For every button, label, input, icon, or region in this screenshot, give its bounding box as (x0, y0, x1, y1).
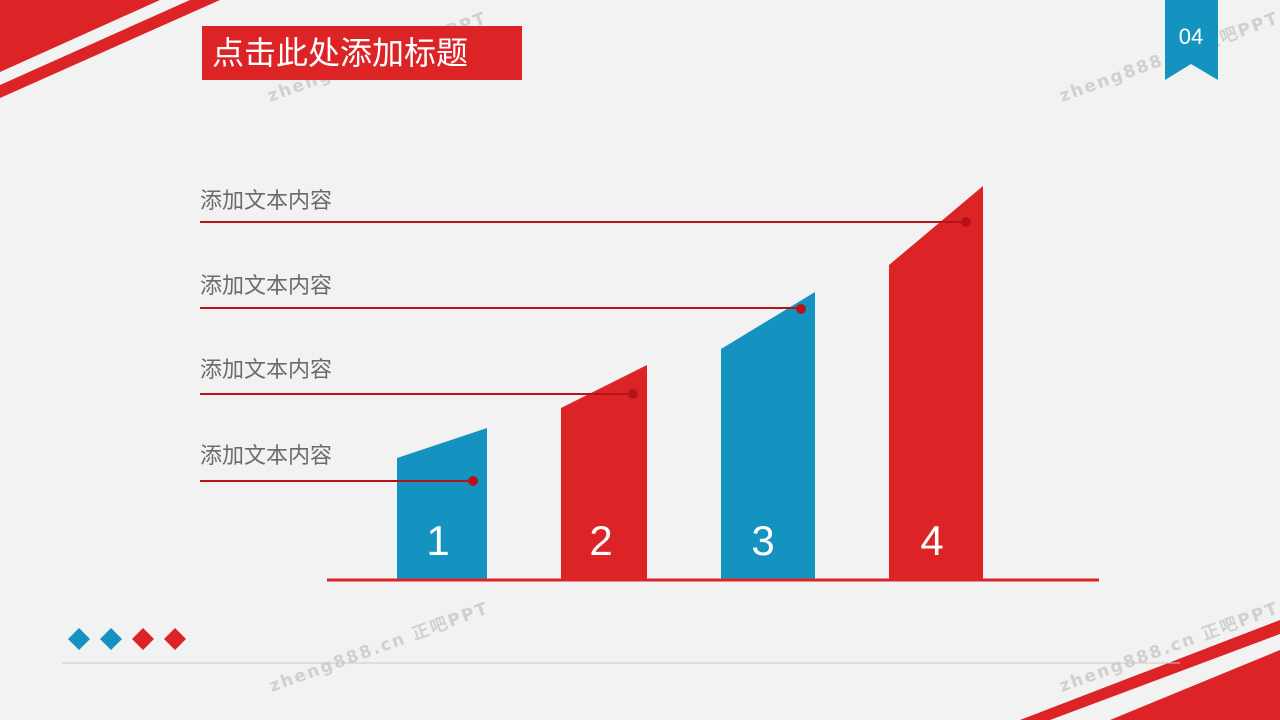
corner-stripe (0, 0, 160, 72)
item-label: 添加文本内容 (200, 444, 332, 469)
item-label: 添加文本内容 (200, 189, 332, 214)
bar-label: 4 (920, 517, 943, 564)
diamond (68, 628, 90, 650)
corner-stripe (1110, 650, 1280, 720)
bar-label: 3 (751, 517, 774, 564)
diamond (164, 628, 186, 650)
leader-dot (796, 304, 806, 314)
corner-stripe (0, 0, 220, 98)
corner-stripe (1020, 620, 1280, 720)
page-number: 04 (1179, 24, 1203, 49)
title: 点击此处添加标题 (212, 34, 468, 72)
page-tab (1165, 0, 1218, 80)
title-box (202, 26, 522, 80)
diamond (100, 628, 122, 650)
bar-label: 1 (426, 517, 449, 564)
leader-dot (468, 476, 478, 486)
watermark: zheng888.cn 正吧PPT (267, 598, 492, 696)
bar (721, 292, 815, 580)
item-label: 添加文本内容 (200, 358, 332, 383)
diamond (132, 628, 154, 650)
bar (397, 428, 487, 580)
leader-dot (961, 217, 971, 227)
bar (561, 365, 647, 580)
item-label: 添加文本内容 (200, 274, 332, 299)
leader-dot (628, 389, 638, 399)
bar (889, 186, 983, 580)
bar-label: 2 (589, 517, 612, 564)
